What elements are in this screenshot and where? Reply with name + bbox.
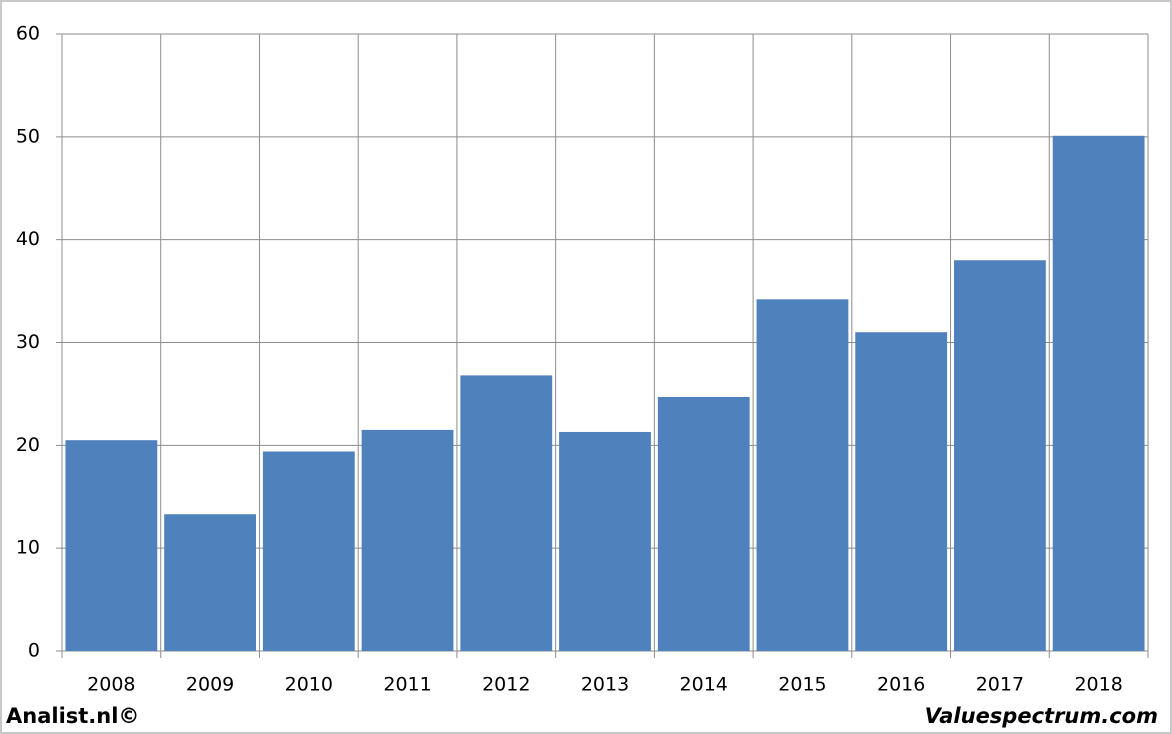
x-tick-label: 2011 [383, 674, 431, 696]
y-tick-label: 0 [28, 640, 40, 662]
bar [756, 299, 849, 651]
bar [262, 451, 355, 651]
bar [855, 332, 948, 651]
bar [559, 431, 651, 651]
x-tick-label: 2018 [1074, 674, 1122, 696]
x-tick-label: 2010 [285, 674, 333, 696]
x-tick-label: 2017 [976, 674, 1024, 696]
x-tick-label: 2015 [778, 674, 826, 696]
x-tick-label: 2009 [186, 674, 234, 696]
x-tick-label: 2014 [680, 674, 728, 696]
bar [361, 429, 454, 651]
bar [657, 397, 750, 651]
y-tick-label: 30 [16, 331, 40, 353]
x-tick-label: 2008 [87, 674, 135, 696]
y-tick-label: 20 [16, 434, 40, 456]
bar [954, 260, 1046, 651]
bar [164, 514, 256, 651]
y-tick-label: 10 [16, 537, 40, 559]
bar [65, 440, 158, 651]
footer-left: Analist.nl© [6, 704, 139, 728]
y-tick-label: 50 [16, 125, 40, 147]
x-tick-label: 2013 [581, 674, 629, 696]
footer-right: Valuespectrum.com [925, 704, 1158, 728]
y-tick-label: 60 [16, 23, 40, 45]
bar [1052, 135, 1145, 651]
bar [460, 375, 553, 651]
x-tick-label: 2016 [877, 674, 925, 696]
x-tick-label: 2012 [482, 674, 530, 696]
y-tick-label: 40 [16, 228, 40, 250]
